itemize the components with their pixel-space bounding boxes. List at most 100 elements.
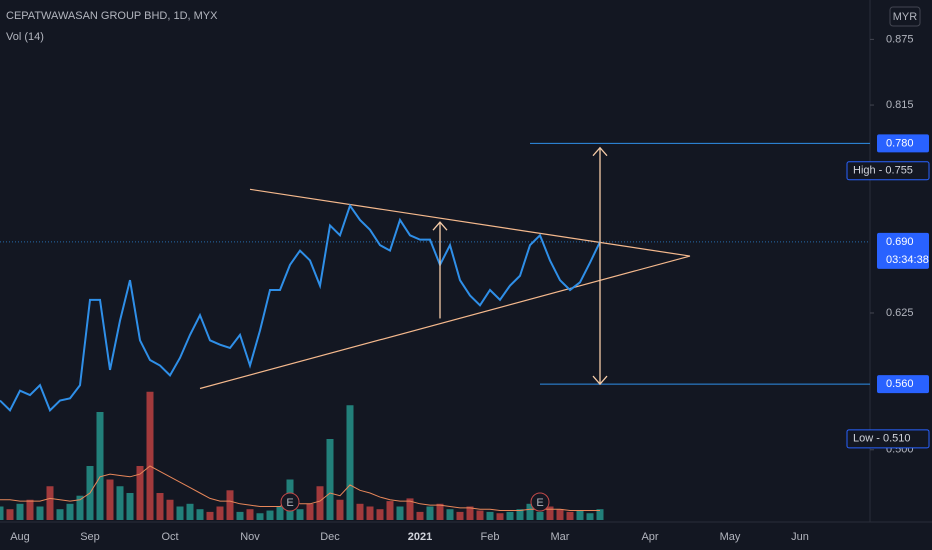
- y-tick-label: 0.625: [886, 307, 914, 319]
- volume-bar: [436, 503, 444, 520]
- chart-title: CEPATWAWASAN GROUP BHD, 1D, MYX: [6, 10, 218, 22]
- volume-bar: [496, 513, 504, 520]
- event-label: E: [536, 497, 543, 509]
- price-line: [0, 203, 601, 413]
- volume-bar: [256, 513, 264, 520]
- volume-bar: [396, 506, 404, 520]
- trendline: [249, 188, 691, 257]
- volume-bar: [366, 506, 374, 520]
- volume-bar: [326, 439, 334, 520]
- volume-bar: [406, 498, 414, 520]
- volume-bar: [346, 405, 354, 520]
- volume-bar: [46, 486, 54, 520]
- volume-bar: [376, 509, 384, 520]
- price-tag: [877, 134, 929, 153]
- y-tick-label: 0.815: [886, 99, 914, 111]
- volume-bar: [196, 509, 204, 520]
- arrowhead: [432, 221, 448, 231]
- volume-bar: [186, 503, 194, 520]
- trendline: [199, 255, 691, 390]
- volume-bar: [426, 506, 434, 520]
- event-label: E: [286, 497, 293, 509]
- price-tag: [877, 375, 929, 394]
- volume-bar: [176, 506, 184, 520]
- volume-bar: [96, 412, 104, 520]
- y-tick-label: 0.875: [886, 33, 914, 45]
- volume-bar: [466, 506, 474, 520]
- volume-bar: [446, 509, 454, 520]
- high-tag: [846, 161, 930, 181]
- volume-bar: [476, 510, 484, 520]
- currency-box: [889, 6, 921, 27]
- volume-ma: [0, 465, 600, 512]
- volume-bar: [336, 499, 344, 520]
- volume-bar: [236, 511, 244, 520]
- volume-bar: [536, 511, 544, 520]
- volume-bar: [516, 509, 524, 520]
- volume-bar: [136, 466, 144, 520]
- volume-bar: [526, 503, 534, 520]
- volume-bar: [586, 513, 594, 520]
- volume-bar: [386, 501, 394, 520]
- volume-bar: [206, 511, 214, 520]
- volume-bar: [546, 506, 554, 520]
- event-marker: [280, 492, 300, 512]
- price-tag: [877, 232, 929, 269]
- volume-bar: [156, 493, 164, 520]
- volume-bar: [266, 510, 274, 520]
- volume-bar: [276, 506, 284, 520]
- x-tick-label: Nov: [240, 531, 260, 543]
- volume-bar: [556, 509, 564, 520]
- volume-bar: [106, 479, 114, 520]
- price-tag-label: 0.780: [886, 137, 914, 149]
- volume-bar: [296, 509, 304, 520]
- low-tag: [846, 429, 930, 449]
- volume-bar: [486, 511, 494, 520]
- currency: MYR: [893, 11, 918, 23]
- volume-bar: [16, 503, 24, 520]
- x-tick-label: Mar: [551, 531, 570, 543]
- arrowhead: [592, 146, 608, 157]
- volume-bar: [26, 499, 34, 520]
- x-tick-label: May: [720, 531, 741, 543]
- x-tick-label: Oct: [161, 531, 178, 543]
- volume-bar: [316, 486, 324, 520]
- low-label: Low - 0.510: [853, 433, 910, 445]
- countdown: 03:34:38: [886, 254, 929, 266]
- arrowhead: [592, 375, 608, 386]
- volume-bar: [596, 509, 604, 520]
- x-tick-label: Dec: [320, 531, 340, 543]
- volume-bar: [356, 503, 364, 520]
- volume-bar: [0, 506, 4, 520]
- volume-bar: [166, 499, 174, 520]
- volume-bar: [36, 506, 44, 520]
- volume-bar: [306, 503, 314, 520]
- volume-bar: [226, 490, 234, 520]
- indicator-label: Vol (14): [6, 31, 44, 43]
- x-tick-label: Sep: [80, 531, 100, 543]
- volume-bar: [6, 509, 14, 520]
- volume-bar: [76, 495, 84, 520]
- x-tick-label: 2021: [408, 531, 432, 543]
- volume-bar: [246, 509, 254, 520]
- volume-bar: [216, 506, 224, 520]
- volume-bar: [66, 503, 74, 520]
- x-tick-label: Jun: [791, 531, 809, 543]
- price-tag-label: 0.560: [886, 378, 914, 390]
- x-tick-label: Apr: [641, 531, 658, 543]
- volume-bar: [146, 391, 154, 520]
- x-tick-label: Aug: [10, 531, 30, 543]
- volume-bar: [126, 493, 134, 520]
- volume-bar: [116, 486, 124, 520]
- x-tick-label: Feb: [481, 531, 500, 543]
- volume-bar: [506, 511, 514, 520]
- high-label: High - 0.755: [853, 165, 913, 177]
- price-tag-label: 0.690: [886, 236, 914, 248]
- volume-bar: [56, 509, 64, 520]
- volume-bar: [416, 511, 424, 520]
- event-marker: [530, 492, 550, 512]
- volume-bar: [566, 511, 574, 520]
- volume-bar: [576, 510, 584, 520]
- volume-bar: [456, 511, 464, 520]
